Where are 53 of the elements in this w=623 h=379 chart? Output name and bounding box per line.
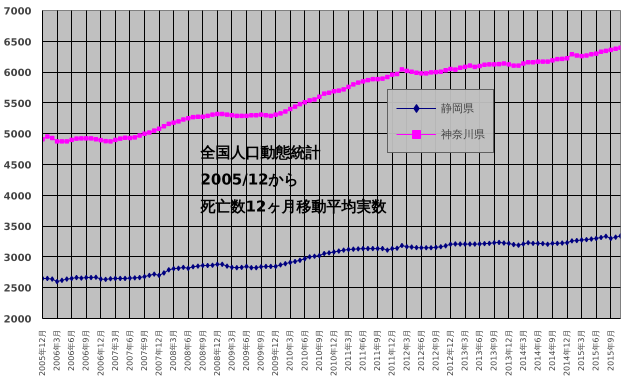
x-tick-label: 2013年6月 bbox=[475, 329, 484, 371]
y-tick-label: 2500 bbox=[4, 284, 32, 295]
x-tick-label: 2006年9月 bbox=[82, 329, 91, 371]
y-tick-label: 4500 bbox=[4, 160, 32, 172]
y-tick-label: 7000 bbox=[4, 6, 32, 18]
x-tick-label: 2012年6月 bbox=[416, 329, 426, 371]
x-tick-label: 2015年9月 bbox=[606, 329, 616, 371]
x-tick-label: 2013年9月 bbox=[490, 329, 499, 371]
x-tick-label: 2008年3月 bbox=[169, 329, 178, 371]
legend-label: 静岡県 bbox=[441, 100, 474, 116]
x-tick-label: 2011年6月 bbox=[358, 329, 368, 371]
x-tick-label: 2015年3月 bbox=[577, 329, 586, 371]
x-tick-label: 2014年6月 bbox=[533, 329, 542, 371]
x-tick-label: 2009年6月 bbox=[242, 329, 251, 371]
y-tick-label: 6500 bbox=[4, 37, 32, 48]
legend-label: 神奈川県 bbox=[441, 126, 485, 142]
x-tick-label: 2011年9月 bbox=[373, 329, 382, 371]
x-tick-label: 2013年12月 bbox=[504, 329, 514, 376]
x-tick-label: 2014年9月 bbox=[548, 329, 557, 371]
x-tick-label: 2015年6月 bbox=[592, 329, 601, 371]
x-tick-label: 2006年12月 bbox=[96, 329, 106, 376]
y-tick-label: 4000 bbox=[4, 191, 32, 202]
y-tick-label: 3000 bbox=[4, 252, 32, 264]
x-tick-label: 2006年6月 bbox=[67, 329, 76, 371]
x-tick-label: 2011年12月 bbox=[388, 329, 397, 376]
x-tick-label: 2008年12月 bbox=[212, 329, 222, 376]
x-tick-label: 2008年6月 bbox=[184, 329, 193, 371]
x-tick-label: 2009年3月 bbox=[227, 329, 236, 371]
x-tick-label: 2013年3月 bbox=[460, 329, 470, 371]
y-tick-label: 3500 bbox=[4, 222, 32, 234]
x-tick-label: 2007年3月 bbox=[110, 329, 120, 371]
x-tick-label: 2005年12月 bbox=[38, 329, 47, 376]
y-tick-label: 2000 bbox=[4, 314, 32, 326]
x-tick-label: 2010年6月 bbox=[300, 329, 310, 371]
y-tick-label: 5000 bbox=[4, 130, 32, 141]
x-tick-label: 2008年9月 bbox=[198, 329, 208, 371]
x-tick-label: 2009年9月 bbox=[256, 329, 266, 371]
x-tick-label: 2010年3月 bbox=[286, 329, 295, 371]
x-tick-label: 2010年12月 bbox=[329, 329, 338, 376]
x-tick-label: 2012年9月 bbox=[431, 329, 440, 371]
y-tick-label: 5500 bbox=[4, 98, 32, 110]
x-tick-label: 2012年12月 bbox=[446, 329, 455, 376]
x-tick-label: 2007年6月 bbox=[125, 329, 134, 371]
x-tick-label: 2007年9月 bbox=[140, 329, 149, 371]
x-tick-label: 2014年3月 bbox=[518, 329, 528, 371]
x-tick-label: 2011年3月 bbox=[344, 329, 353, 371]
x-tick-label: 2012年3月 bbox=[402, 329, 412, 371]
x-tick-label: 2007年12月 bbox=[154, 329, 164, 376]
x-tick-label: 2010年9月 bbox=[314, 329, 324, 371]
x-tick-label: 2014年12月 bbox=[562, 329, 572, 376]
x-tick-label: 2006年3月 bbox=[52, 329, 62, 371]
x-tick-label: 2009年12月 bbox=[271, 329, 280, 376]
y-tick-label: 6000 bbox=[4, 68, 32, 80]
